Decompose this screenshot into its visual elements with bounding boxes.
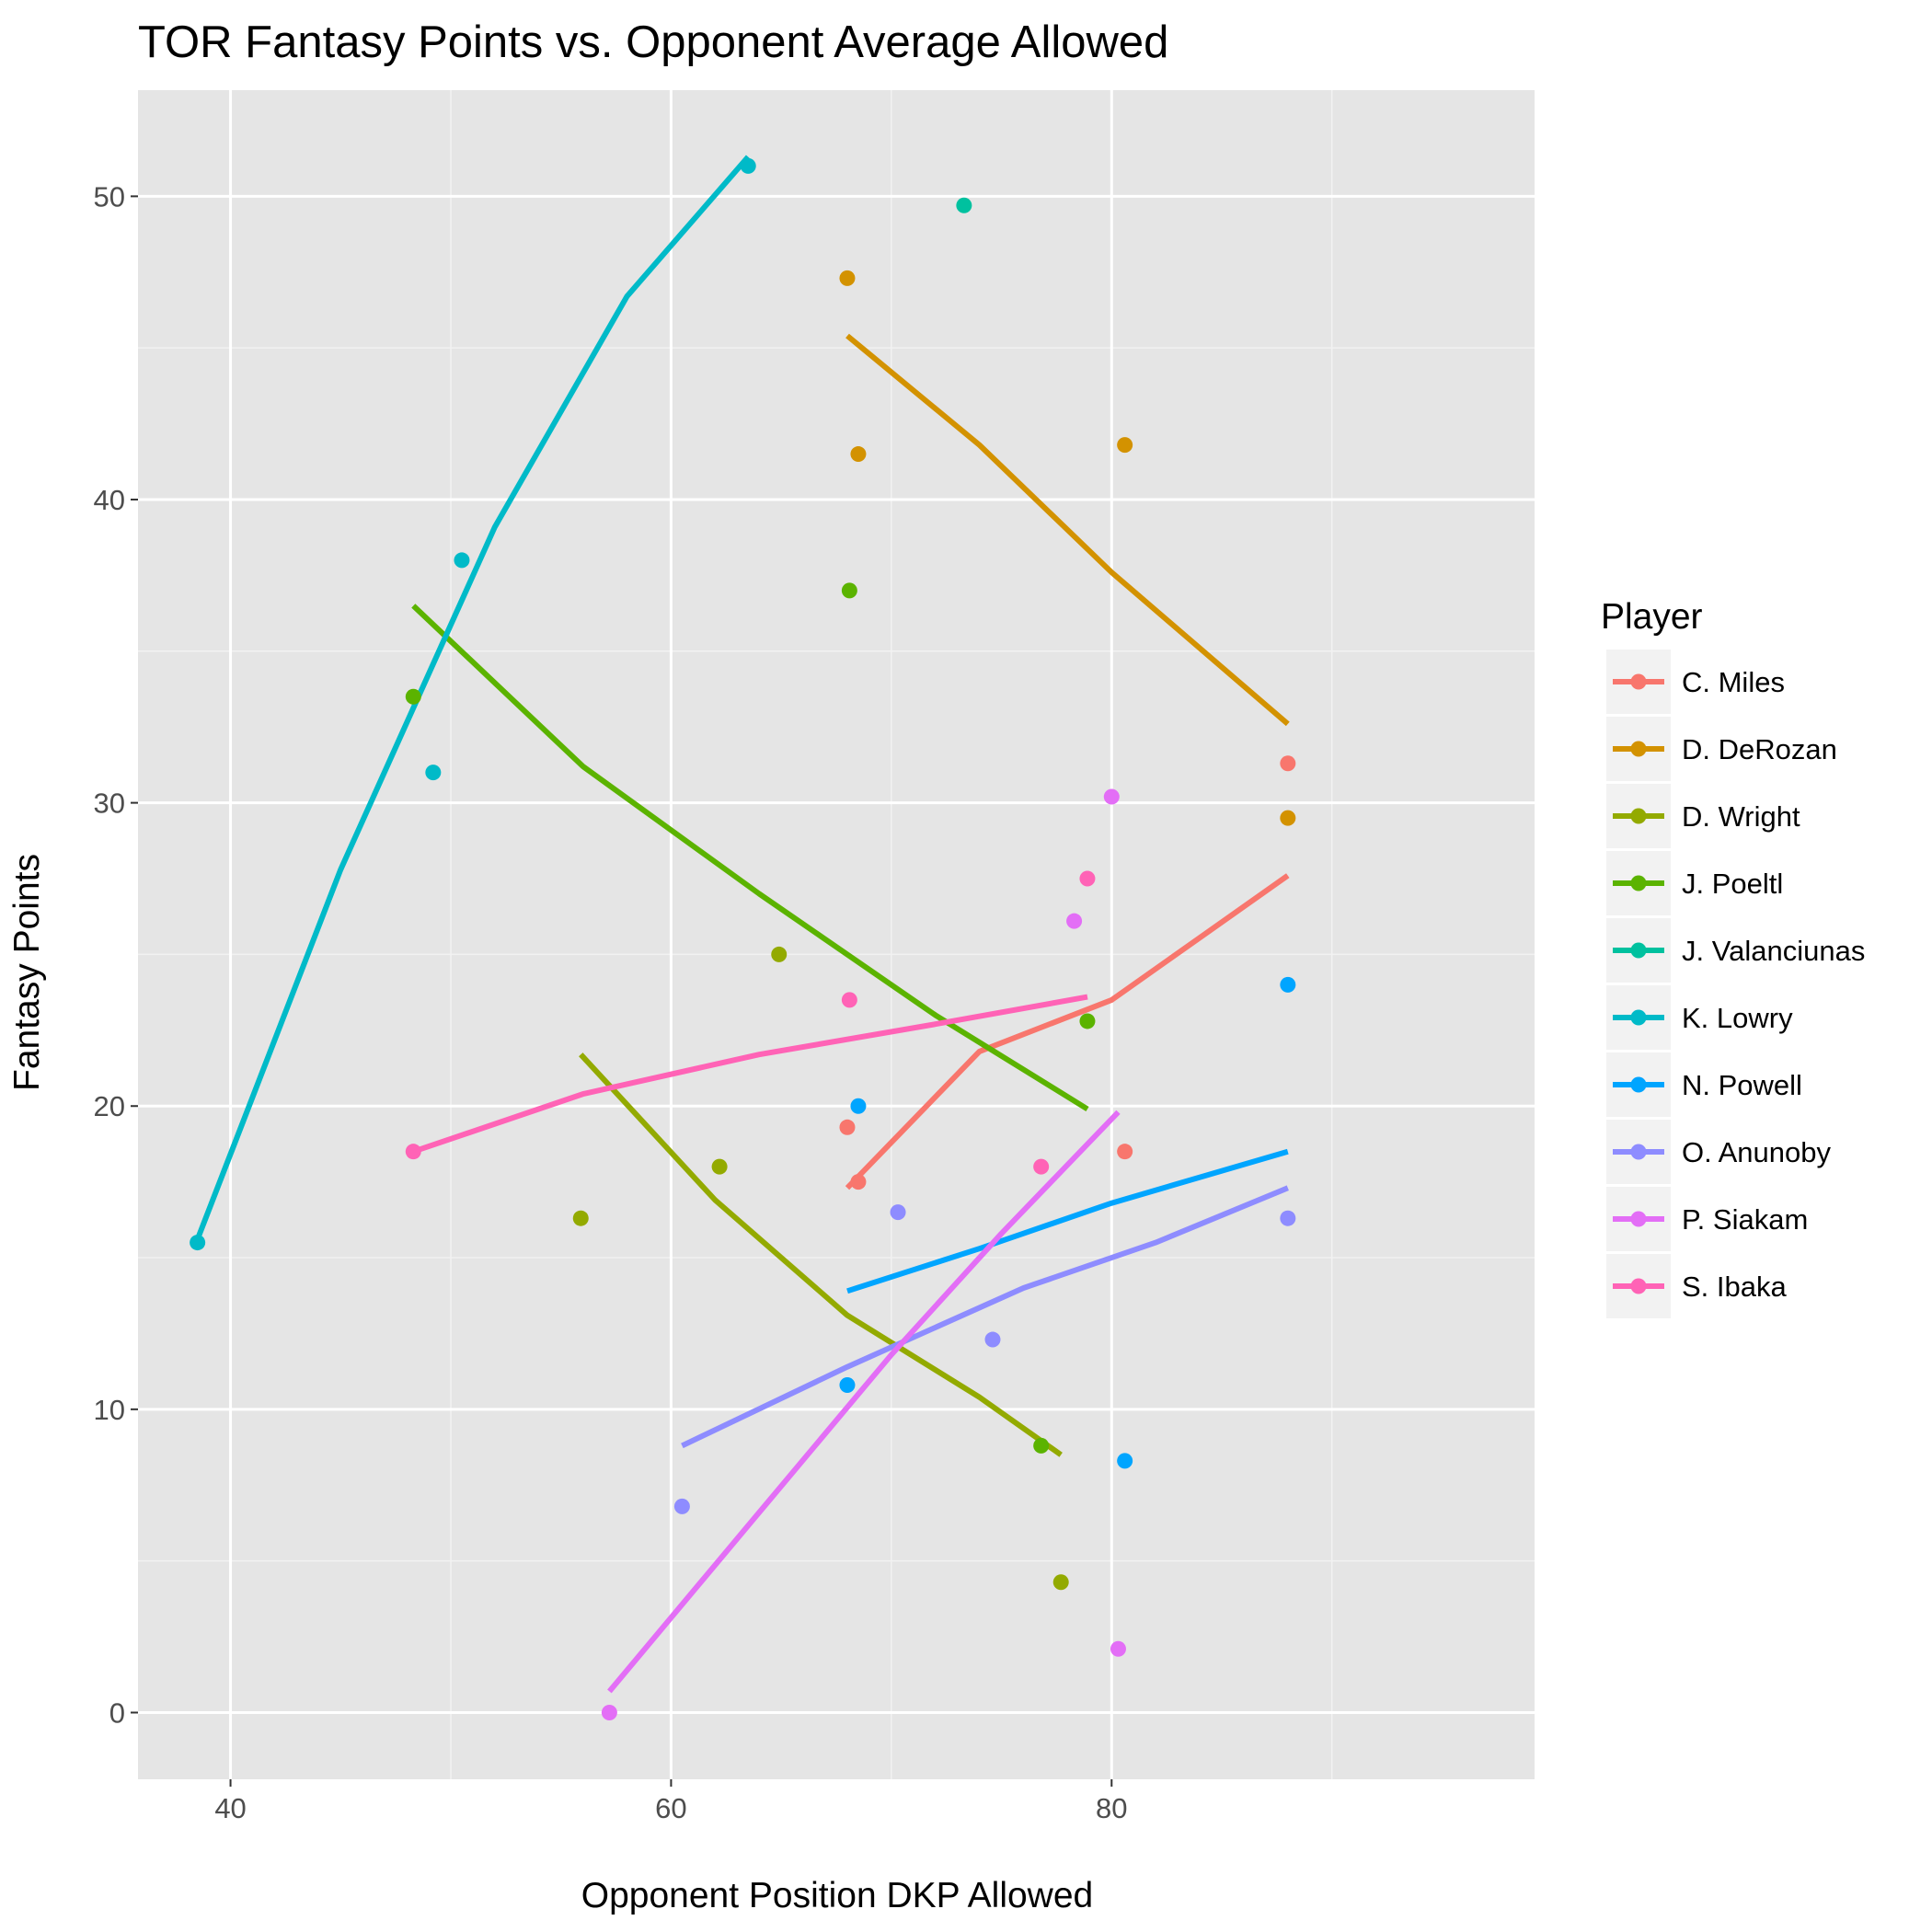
legend-item: S. Ibaka: [1606, 1254, 1787, 1318]
legend-label: J. Valanciunas: [1682, 935, 1865, 967]
x-tick-label: 40: [214, 1792, 246, 1824]
fit-line: [845, 333, 1290, 727]
data-point: [1280, 1210, 1296, 1226]
data-point: [405, 688, 421, 705]
legend-key-point: [1630, 1076, 1647, 1093]
data-point: [850, 1098, 867, 1114]
legend-key-point: [1630, 673, 1647, 690]
legend-key-point: [1630, 942, 1647, 959]
legend-label: P. Siakam: [1682, 1203, 1808, 1236]
legend-key-point: [1630, 741, 1647, 757]
data-point: [1117, 1453, 1133, 1469]
legend-item: D. Wright: [1606, 784, 1800, 848]
data-point: [601, 1704, 617, 1720]
data-point: [1280, 976, 1296, 993]
data-point: [454, 552, 470, 569]
data-point: [1079, 870, 1096, 887]
data-point: [1117, 437, 1133, 454]
data-point: [841, 582, 857, 599]
data-point: [956, 197, 972, 213]
data-point: [839, 1376, 856, 1393]
legend-label: S. Ibaka: [1682, 1271, 1787, 1303]
legend-item: J. Valanciunas: [1606, 918, 1865, 983]
legend-key-point: [1630, 1211, 1647, 1227]
legend-key-point: [1630, 808, 1647, 824]
data-point: [405, 1144, 421, 1160]
data-point: [1110, 1640, 1126, 1657]
legend-item: P. Siakam: [1606, 1187, 1808, 1251]
legend: Player C. Miles D. DeRozan D. Wright J. Poe…: [1601, 597, 1865, 1318]
y-axis-title: Fantasy Points: [7, 854, 47, 1091]
y-tick-label: 20: [94, 1090, 125, 1122]
data-point: [1103, 788, 1120, 805]
data-points: [190, 157, 1296, 1720]
data-point: [890, 1204, 906, 1221]
x-tick-label: 80: [1096, 1792, 1127, 1824]
data-point: [190, 1235, 206, 1251]
data-point: [841, 992, 857, 1008]
fit-lines: [194, 155, 1290, 1694]
x-tick-label: 60: [655, 1792, 686, 1824]
data-point: [839, 270, 856, 286]
data-point: [771, 946, 788, 962]
y-tick-label: 10: [94, 1394, 125, 1426]
legend-item: D. DeRozan: [1606, 717, 1837, 781]
data-point: [711, 1158, 728, 1175]
y-tick-label: 0: [109, 1696, 125, 1729]
data-point: [425, 765, 442, 781]
data-point: [1033, 1158, 1050, 1175]
y-tick-label: 40: [94, 484, 125, 516]
legend-item: J. Poeltl: [1606, 851, 1783, 915]
legend-label: D. DeRozan: [1682, 733, 1837, 765]
legend-label: O. Anunoby: [1682, 1136, 1832, 1168]
legend-key-point: [1630, 1144, 1647, 1160]
y-tick-label: 50: [94, 180, 125, 213]
legend-title: Player: [1601, 597, 1703, 637]
y-axis-ticks: 0 10 20 30 40 50: [94, 180, 138, 1729]
data-point: [1052, 1574, 1069, 1591]
data-point: [839, 1119, 856, 1135]
fit-line: [681, 1185, 1289, 1449]
data-point: [740, 157, 756, 174]
data-point: [572, 1210, 589, 1226]
legend-label: J. Poeltl: [1682, 868, 1783, 900]
plot-panel: [138, 90, 1535, 1779]
data-point: [1280, 810, 1296, 826]
legend-item: O. Anunoby: [1606, 1120, 1832, 1184]
x-axis-title: Opponent Position DKP Allowed: [581, 1876, 1093, 1915]
data-point: [1079, 1013, 1096, 1029]
chart-title: TOR Fantasy Points vs. Opponent Average …: [138, 17, 1168, 67]
legend-item: N. Powell: [1606, 1052, 1802, 1117]
plot-background: [138, 90, 1535, 1779]
data-point: [1066, 913, 1083, 929]
legend-label: D. Wright: [1682, 800, 1800, 833]
legend-label: C. Miles: [1682, 666, 1785, 698]
data-point: [1033, 1437, 1050, 1454]
legend-item: K. Lowry: [1606, 985, 1793, 1050]
fit-line: [579, 1052, 1063, 1457]
fit-line: [846, 1148, 1289, 1294]
legend-key-point: [1630, 1278, 1647, 1294]
legend-items: C. Miles D. DeRozan D. Wright J. Poeltl J. V…: [1606, 650, 1865, 1318]
data-point: [1117, 1144, 1133, 1160]
legend-key-point: [1630, 1009, 1647, 1026]
fit-line: [411, 604, 1089, 1112]
fit-line: [194, 155, 751, 1241]
data-point: [1280, 755, 1296, 772]
fit-line: [607, 1110, 1121, 1694]
data-point: [850, 1174, 867, 1190]
y-tick-label: 30: [94, 788, 125, 820]
data-point: [673, 1498, 690, 1514]
data-point: [850, 446, 867, 463]
legend-item: C. Miles: [1606, 650, 1785, 714]
legend-key-point: [1630, 875, 1647, 891]
legend-label: N. Powell: [1682, 1069, 1802, 1101]
fit-line: [412, 994, 1088, 1155]
data-point: [984, 1331, 1001, 1348]
fit-line: [845, 873, 1290, 1190]
legend-label: K. Lowry: [1682, 1002, 1793, 1034]
x-axis-ticks: 40 60 80: [214, 1779, 1128, 1824]
grid-major: [138, 90, 1535, 1779]
